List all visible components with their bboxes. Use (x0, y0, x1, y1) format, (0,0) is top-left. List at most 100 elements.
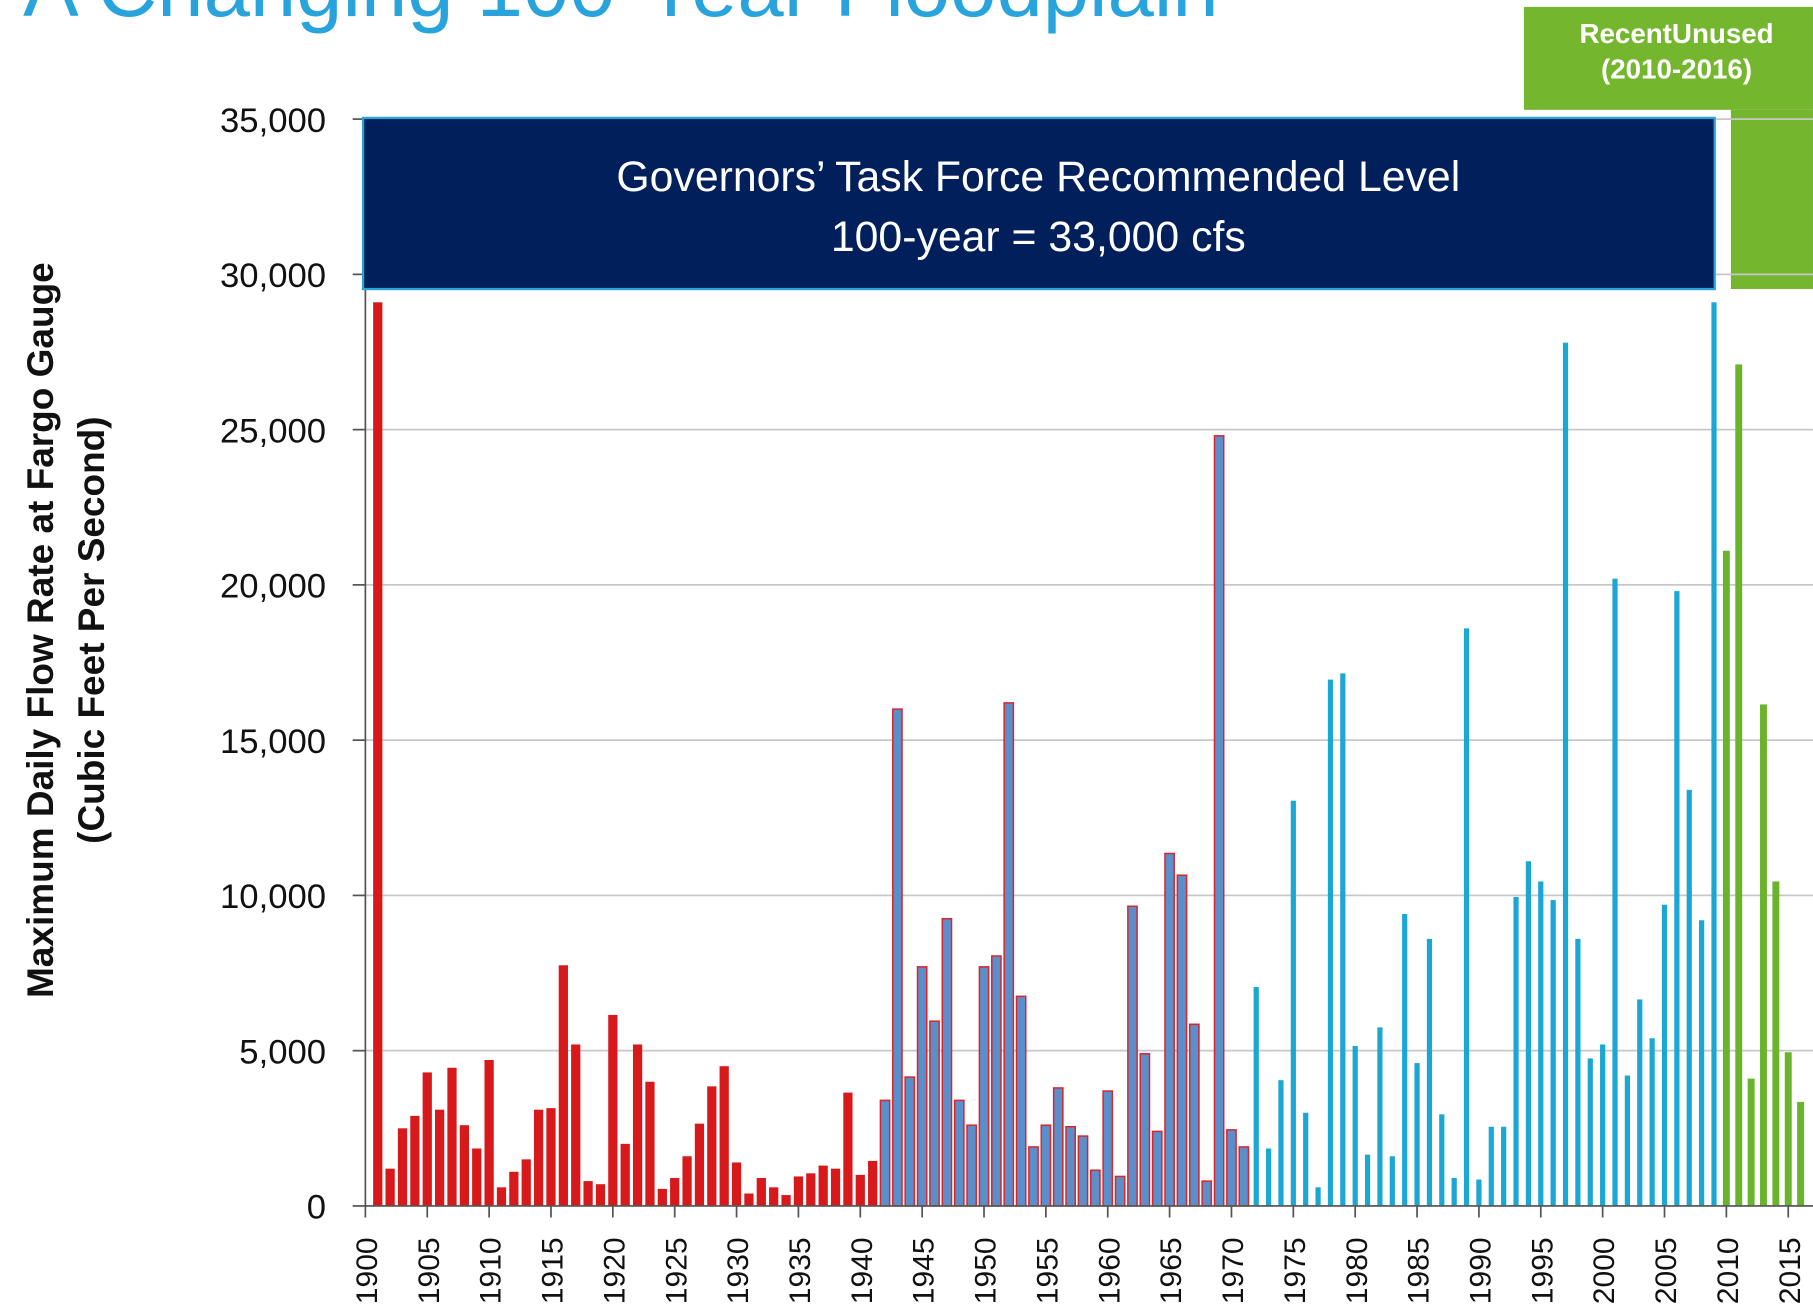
chart-title: A Changing 100-Year Floodplain (23, 0, 1218, 34)
bar (632, 1044, 643, 1206)
x-tick-label: 2015 (1774, 1237, 1807, 1304)
x-tick-label: 1985 (1403, 1237, 1436, 1304)
x-tick-label: 1900 (351, 1237, 384, 1304)
bar (1315, 1187, 1321, 1206)
x-tick-label: 1955 (1031, 1237, 1064, 1304)
bar (397, 1128, 408, 1206)
bar (953, 1099, 965, 1207)
bar (1722, 550, 1730, 1206)
bar (1784, 1052, 1792, 1206)
bar (1661, 904, 1668, 1206)
bar (929, 1020, 940, 1207)
bar (1674, 591, 1680, 1206)
bar (608, 1014, 618, 1206)
x-tick-label: 1935 (784, 1237, 817, 1304)
bar (620, 1143, 630, 1206)
bar (892, 708, 903, 1207)
bar (1426, 938, 1433, 1206)
bar (1686, 789, 1692, 1206)
bar (1201, 1180, 1213, 1207)
bar (1735, 364, 1743, 1206)
bar (978, 966, 990, 1207)
x-tick-label: 1995 (1526, 1237, 1559, 1304)
y-tick-label: 25,000 (220, 412, 326, 450)
bar (1389, 1156, 1395, 1206)
bar (1151, 1130, 1163, 1207)
bar (1176, 874, 1188, 1207)
x-tick-label: 1930 (722, 1237, 755, 1304)
bar (1102, 1090, 1114, 1207)
bar (670, 1177, 680, 1206)
x-tick-label: 1915 (537, 1237, 570, 1304)
x-tick-label: 1960 (1093, 1237, 1126, 1304)
bar (1077, 1135, 1089, 1207)
bars (373, 302, 1805, 1207)
bar (879, 1099, 891, 1207)
y-axis-label: (Cubic Feet Per Second) (71, 416, 112, 843)
bar (1139, 1053, 1151, 1207)
bar (1600, 1044, 1606, 1206)
bar (1476, 1179, 1482, 1206)
bar (1488, 1126, 1494, 1206)
bar (769, 1187, 779, 1206)
bar (941, 917, 953, 1207)
y-tick-label: 5,000 (239, 1033, 326, 1071)
x-tick-label: 1905 (413, 1237, 446, 1304)
bar (1089, 1169, 1101, 1207)
x-tick-label: 1950 (970, 1237, 1003, 1304)
x-tick-label: 1940 (846, 1237, 879, 1304)
bar (744, 1193, 754, 1206)
bar (694, 1123, 705, 1206)
bar (1699, 920, 1705, 1206)
legend-box-strip (1730, 109, 1813, 290)
bar (1649, 1038, 1655, 1206)
bar (1711, 302, 1717, 1206)
bar (1562, 342, 1569, 1206)
bar (781, 1195, 791, 1206)
y-axis-label: Maximum Daily Flow Rate at Fargo Gauge (20, 262, 61, 998)
bar (422, 1072, 432, 1206)
bar (806, 1173, 816, 1206)
axes: 0 5,000 10,000 15,000 20,000 25,000 30,000 35,0… (220, 102, 1813, 1304)
bar (830, 1168, 841, 1206)
bar (682, 1156, 692, 1206)
bar (1451, 1177, 1457, 1206)
legend-box-years: (2010-2016) (1601, 54, 1752, 85)
bar (843, 1092, 853, 1206)
bar (410, 1115, 420, 1206)
bar (1525, 861, 1532, 1206)
y-tick-label: 30,000 (220, 257, 326, 295)
y-tick-label: 0 (307, 1189, 326, 1227)
bar (1188, 1023, 1200, 1207)
bar (1377, 1027, 1383, 1206)
x-tick-label: 1925 (660, 1237, 693, 1304)
bar (645, 1081, 655, 1206)
bar (1164, 852, 1175, 1207)
bar (1040, 1124, 1052, 1207)
bar (1003, 702, 1015, 1207)
bar (1114, 1175, 1126, 1207)
bar (868, 1160, 878, 1206)
bar (1052, 1087, 1064, 1207)
bar (966, 1124, 978, 1207)
bar (1364, 1154, 1371, 1206)
bar (1238, 1146, 1250, 1207)
bar (583, 1181, 593, 1206)
bar (1352, 1046, 1358, 1206)
bar (1575, 938, 1581, 1206)
bar (373, 302, 383, 1206)
y-tick-label: 15,000 (220, 723, 326, 761)
bar (472, 1148, 482, 1206)
bar (385, 1168, 395, 1206)
bar (533, 1109, 544, 1206)
x-tick-label: 1975 (1279, 1237, 1312, 1304)
bar (459, 1125, 469, 1206)
bar (546, 1108, 556, 1206)
y-tick-label: 20,000 (220, 568, 326, 606)
bar (434, 1109, 445, 1206)
bar (1402, 914, 1408, 1206)
bar (904, 1076, 916, 1207)
x-tick-label: 1920 (598, 1237, 631, 1304)
bar (1513, 896, 1519, 1206)
